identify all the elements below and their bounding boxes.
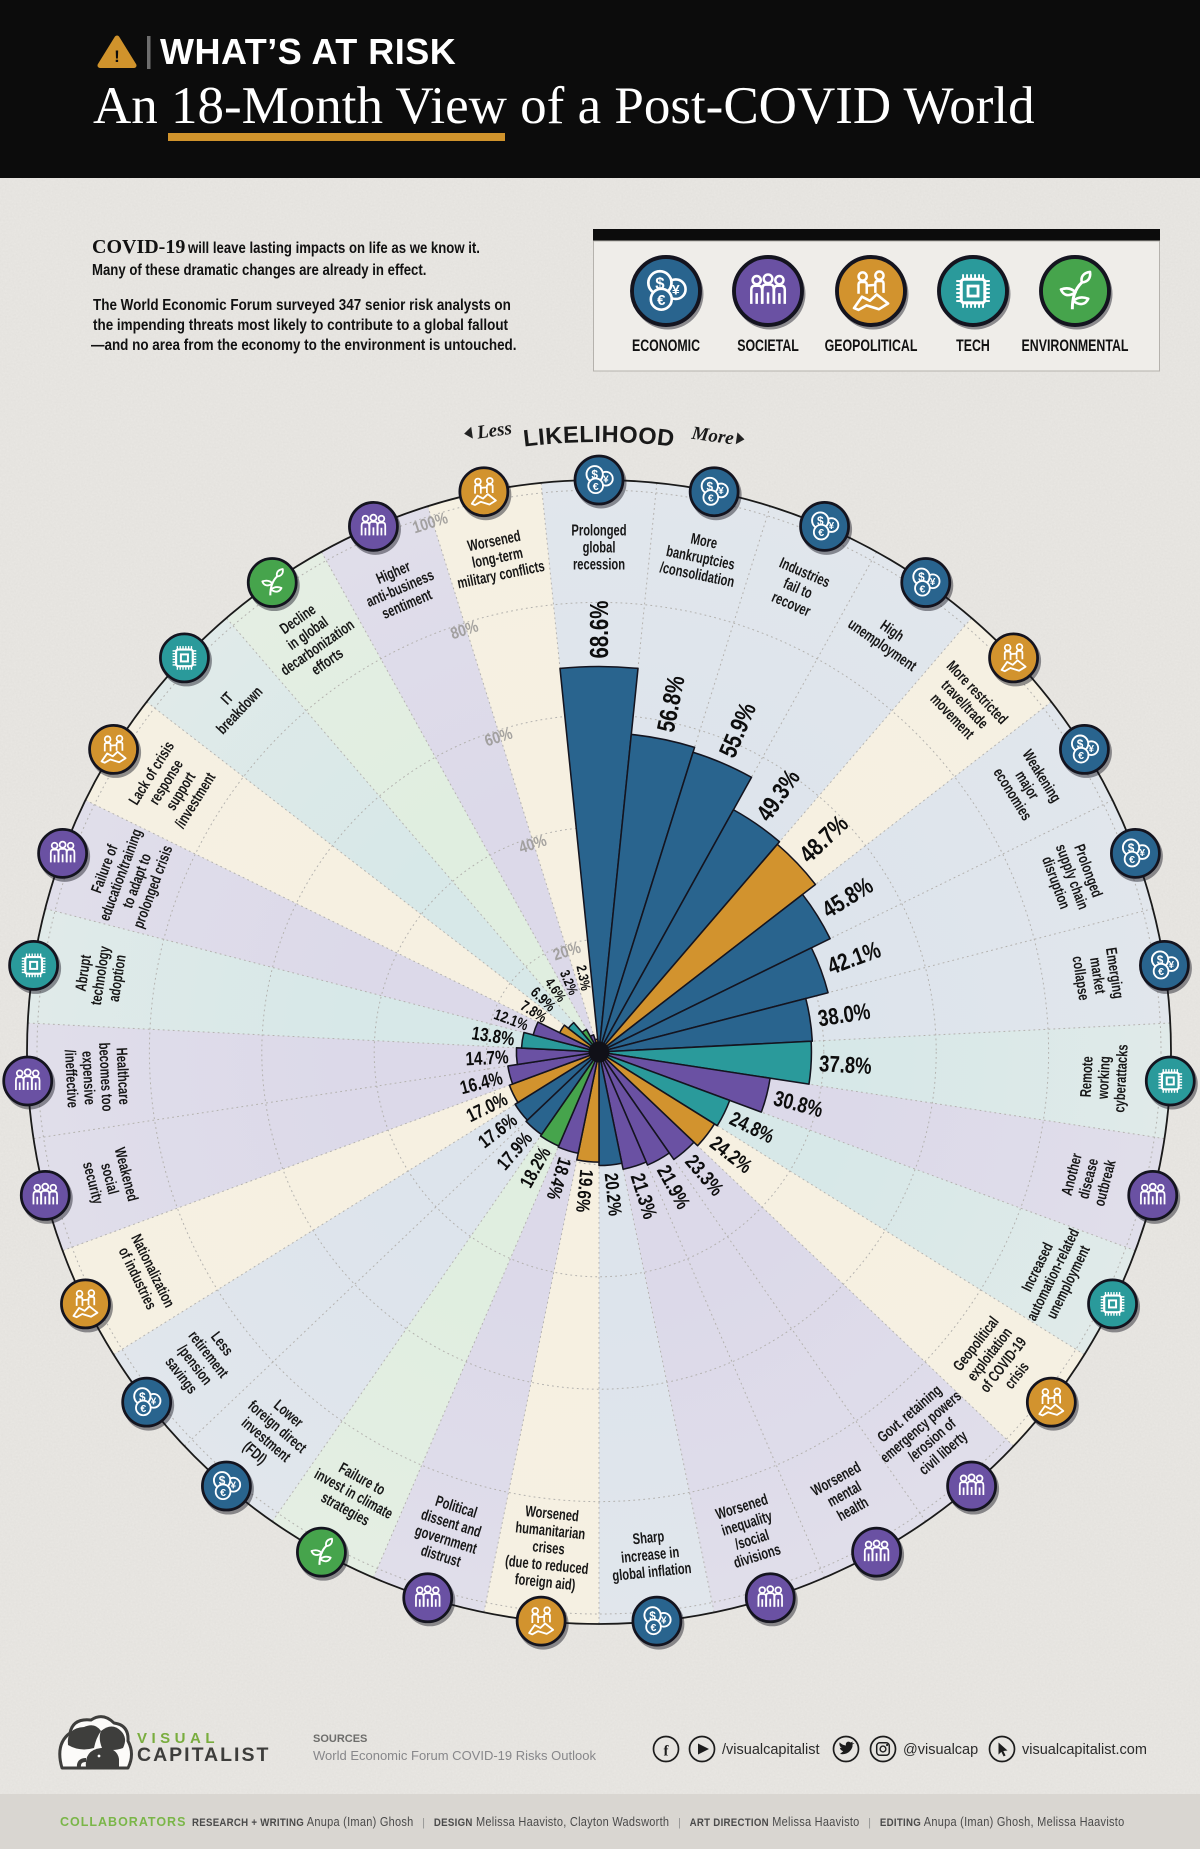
svg-text:An 18-Month View of a Post-COV: An 18-Month View of a Post-COVID World [93,77,1035,135]
svg-text:will leave lasting impacts on: will leave lasting impacts on life as we… [187,240,480,257]
svg-text:68.6%: 68.6% [585,601,614,659]
svg-text:37.8%: 37.8% [818,1051,872,1079]
svg-text:COLLABORATORS: COLLABORATORS [60,1815,186,1829]
svg-text:€: € [1129,854,1135,866]
svg-text:CAPITALIST: CAPITALIST [137,1744,270,1766]
svg-text:@visualcap: @visualcap [903,1742,978,1758]
svg-text:ENVIRONMENTAL: ENVIRONMENTAL [1022,337,1129,355]
svg-text:RESEARCH + WRITING Anupa (Iman: RESEARCH + WRITING Anupa (Iman) Ghosh|DE… [192,1815,1125,1829]
svg-text:—and no area from the economy: —and no area from the economy to the env… [91,337,517,354]
svg-text:€: € [220,1487,226,1499]
svg-text:¥: ¥ [718,486,724,497]
svg-text:14.7%: 14.7% [465,1046,509,1070]
svg-text:€: € [1158,966,1164,978]
svg-text:¥: ¥ [1089,744,1095,755]
svg-text:¥: ¥ [930,577,936,588]
svg-text:€: € [593,481,599,493]
svg-text:20.2%: 20.2% [600,1172,626,1217]
svg-text:¥: ¥ [1169,960,1175,971]
svg-text:€: € [1078,750,1084,762]
svg-text:TECH: TECH [956,337,990,355]
svg-text:ECONOMIC: ECONOMIC [632,337,700,355]
svg-text:Healthcarebecomes tooexpensive: Healthcarebecomes tooexpensive/ineffecti… [61,1041,133,1113]
svg-text:¥: ¥ [231,1481,237,1492]
svg-text:LIKELIHOOD: LIKELIHOOD [522,421,676,452]
svg-text:¥: ¥ [829,521,835,532]
svg-text:€: € [651,1622,657,1634]
svg-text:GEOPOLITICAL: GEOPOLITICAL [825,337,918,355]
svg-text:€: € [708,492,714,504]
svg-text:visualcapitalist.com: visualcapitalist.com [1022,1742,1147,1758]
svg-text:World Economic Forum COVID-19: World Economic Forum COVID-19 Risks Outl… [313,1748,596,1763]
svg-text:€: € [818,527,824,539]
svg-text:€: € [919,583,925,595]
svg-text:¥: ¥ [661,1616,667,1627]
svg-text:19.6%: 19.6% [572,1168,598,1213]
svg-text:¥: ¥ [1140,848,1146,859]
svg-text:SOURCES: SOURCES [313,1733,367,1745]
svg-text:/visualcapitalist: /visualcapitalist [722,1742,820,1758]
svg-text:¥: ¥ [672,282,680,298]
svg-text:SOCIETAL: SOCIETAL [737,337,799,355]
svg-text:Many of these dramatic changes: Many of these dramatic changes are alrea… [92,262,426,279]
svg-text:!: ! [114,47,120,66]
svg-text:the impending threats most lik: the impending threats most likely to con… [93,317,508,334]
svg-text:¥: ¥ [151,1397,157,1408]
svg-text:WHAT’S AT RISK: WHAT’S AT RISK [160,31,456,72]
svg-text:COVID-19: COVID-19 [92,236,185,258]
svg-text:€: € [140,1403,146,1415]
svg-text:¥: ¥ [603,475,609,486]
svg-text:The World Economic Forum surve: The World Economic Forum surveyed 347 se… [93,297,511,314]
svg-text:€: € [657,292,666,309]
